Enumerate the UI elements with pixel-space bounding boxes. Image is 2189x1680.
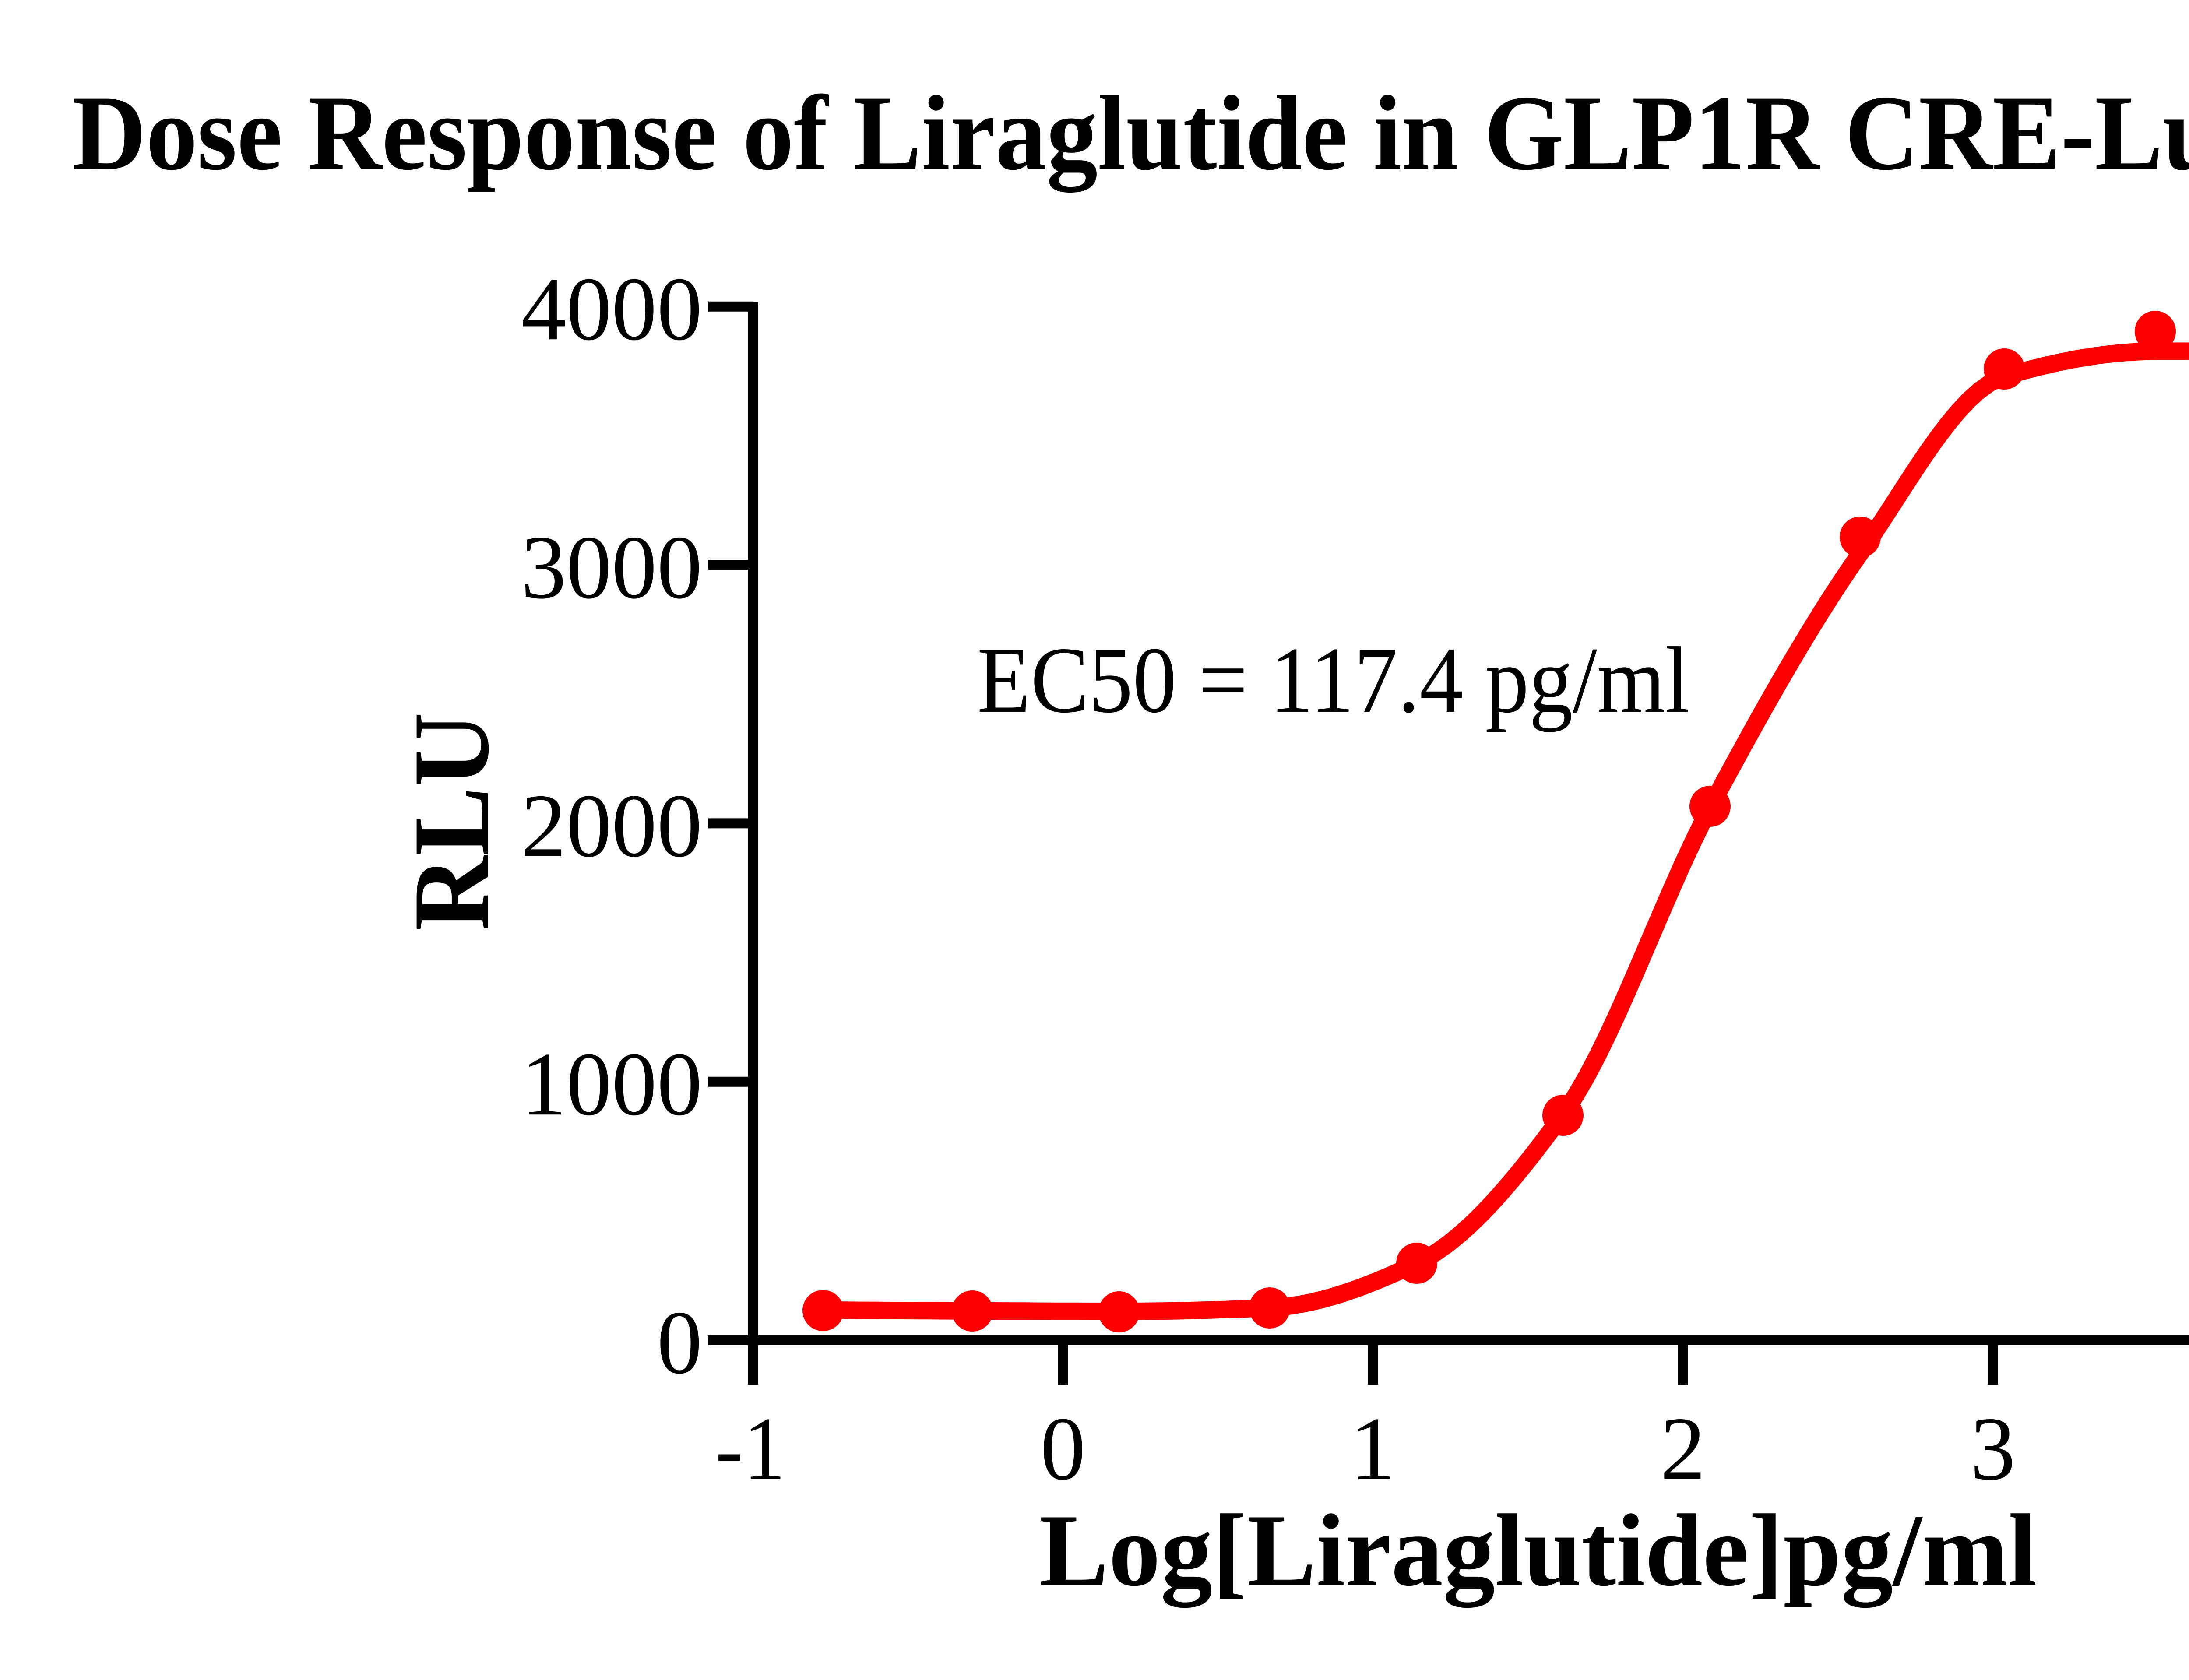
svg-text:Dose Response of Liraglutide i: Dose Response of Liraglutide in GLP1R CR… [72,74,2189,193]
svg-text:0: 0 [657,1293,703,1393]
svg-text:Log[Liraglutide]pg/ml: Log[Liraglutide]pg/ml [1039,1494,2037,1608]
svg-text:3: 3 [1970,1399,2016,1499]
svg-text:3000: 3000 [521,517,702,618]
svg-text:4000: 4000 [521,259,702,359]
svg-text:2: 2 [1660,1399,1706,1499]
svg-text:RLU: RLU [391,712,511,931]
svg-text:1000: 1000 [521,1034,702,1134]
svg-text:0: 0 [1040,1399,1086,1499]
svg-text:EC50 = 117.4 pg/ml: EC50 = 117.4 pg/ml [977,628,1689,732]
svg-text:1: 1 [1350,1399,1396,1499]
svg-text:2000: 2000 [521,776,702,876]
svg-text:-1: -1 [715,1399,785,1499]
